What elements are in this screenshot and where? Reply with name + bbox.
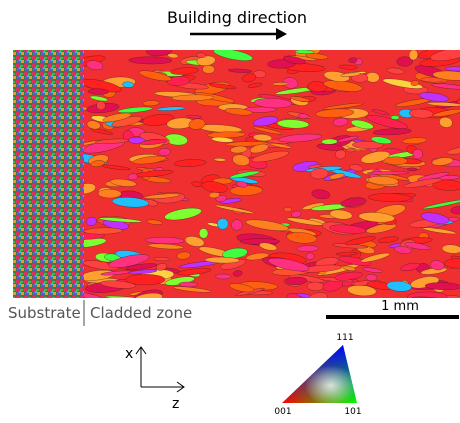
x-axis-label: x	[125, 346, 133, 362]
substrate-label: Substrate	[8, 304, 81, 322]
grain	[179, 282, 198, 287]
grain	[321, 139, 337, 145]
building-direction-label: Building direction	[167, 8, 307, 27]
grain	[98, 189, 121, 198]
grain	[272, 82, 288, 85]
ipf-white-layer	[282, 345, 357, 403]
ipf-111: 111	[336, 333, 353, 343]
scale-bar	[326, 315, 459, 319]
z-axis-label: z	[172, 396, 179, 412]
substrate-map	[13, 50, 84, 298]
scale-bar-label: 1 mm	[381, 299, 419, 314]
grain	[407, 168, 418, 171]
cladded-zone-label: Cladded zone	[90, 304, 192, 322]
direction-arrowhead	[276, 28, 287, 40]
ipf-001: 001	[274, 407, 291, 417]
ipf-101: 101	[344, 407, 361, 417]
grain	[215, 274, 231, 279]
grain	[346, 148, 356, 152]
figure: Building direction Substrate Cladded zon…	[0, 0, 460, 423]
grain	[88, 88, 109, 94]
